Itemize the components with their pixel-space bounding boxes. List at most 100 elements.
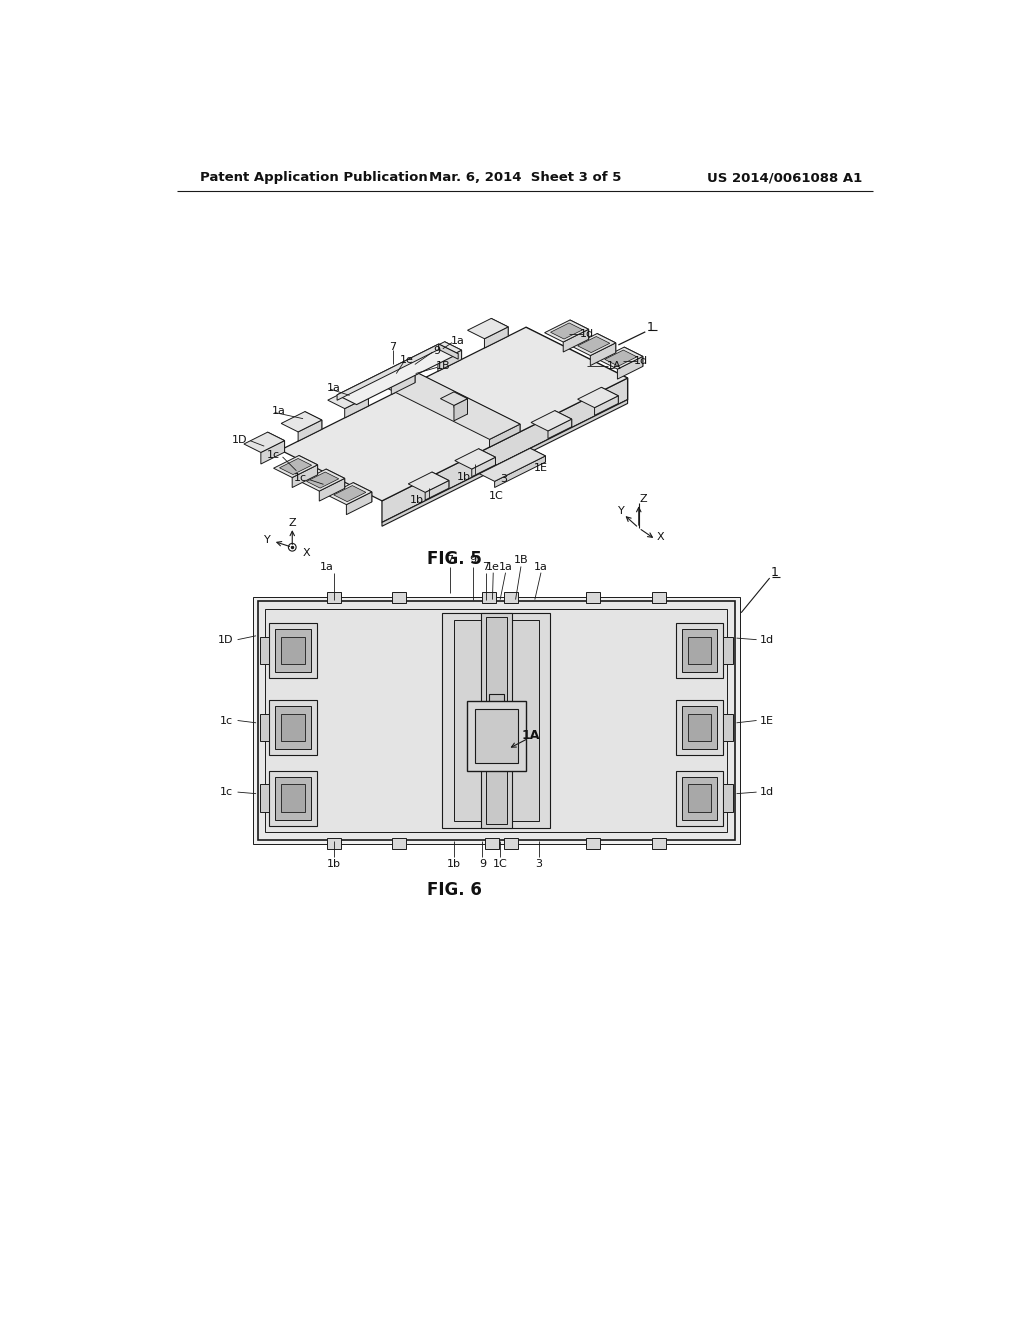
- Polygon shape: [438, 350, 462, 371]
- Bar: [481, 612, 512, 829]
- Bar: [269, 700, 316, 755]
- Polygon shape: [454, 392, 468, 414]
- Polygon shape: [409, 473, 449, 492]
- Polygon shape: [495, 455, 546, 487]
- Bar: [282, 784, 304, 812]
- Bar: [724, 784, 733, 812]
- Polygon shape: [489, 424, 520, 447]
- Bar: [282, 636, 304, 664]
- Bar: [454, 620, 539, 821]
- Bar: [260, 714, 269, 742]
- Text: 1D: 1D: [231, 436, 247, 445]
- Text: 1d: 1d: [760, 635, 774, 644]
- Text: Z: Z: [289, 517, 296, 528]
- Polygon shape: [432, 473, 449, 488]
- Bar: [676, 700, 724, 755]
- Bar: [392, 591, 407, 603]
- Text: 1b: 1b: [446, 859, 461, 870]
- Text: 7: 7: [389, 342, 396, 352]
- Polygon shape: [479, 449, 546, 482]
- Text: X: X: [302, 548, 310, 558]
- Text: 1: 1: [771, 566, 779, 579]
- Polygon shape: [337, 345, 438, 400]
- Bar: [282, 714, 304, 742]
- Text: 9: 9: [433, 346, 440, 355]
- Text: Mar. 6, 2014  Sheet 3 of 5: Mar. 6, 2014 Sheet 3 of 5: [429, 172, 621, 185]
- Text: 1a: 1a: [271, 407, 286, 416]
- Text: 1E: 1E: [760, 715, 774, 726]
- Text: 1a: 1a: [319, 561, 334, 572]
- Bar: [475, 709, 518, 763]
- Bar: [676, 771, 724, 826]
- Bar: [475, 713, 518, 729]
- Bar: [442, 612, 550, 829]
- Polygon shape: [398, 366, 415, 383]
- Bar: [253, 597, 739, 845]
- Bar: [269, 771, 316, 826]
- Text: 1c: 1c: [220, 715, 233, 726]
- Bar: [327, 591, 341, 603]
- Polygon shape: [625, 347, 643, 367]
- Text: Patent Application Publication: Patent Application Publication: [200, 172, 428, 185]
- Polygon shape: [454, 399, 468, 421]
- Text: 1A: 1A: [522, 730, 540, 742]
- Text: 1e: 1e: [400, 355, 414, 366]
- Polygon shape: [444, 342, 462, 359]
- Polygon shape: [597, 334, 615, 352]
- Bar: [275, 706, 310, 748]
- Bar: [275, 776, 310, 820]
- Polygon shape: [346, 492, 372, 515]
- Text: 1D: 1D: [217, 635, 233, 644]
- Polygon shape: [391, 374, 415, 395]
- Bar: [682, 628, 717, 672]
- Polygon shape: [305, 412, 322, 429]
- Text: 1E: 1E: [534, 463, 548, 473]
- Bar: [688, 784, 711, 812]
- Polygon shape: [267, 432, 285, 453]
- Text: 1e: 1e: [486, 561, 500, 572]
- Polygon shape: [438, 345, 458, 359]
- Bar: [688, 714, 711, 742]
- Polygon shape: [292, 465, 317, 487]
- Polygon shape: [530, 449, 546, 462]
- Text: 1A: 1A: [607, 362, 622, 371]
- Bar: [504, 838, 518, 849]
- Bar: [275, 628, 310, 672]
- Polygon shape: [382, 400, 628, 527]
- Text: 1a: 1a: [535, 561, 548, 572]
- Polygon shape: [299, 455, 317, 475]
- Polygon shape: [326, 469, 345, 488]
- Bar: [392, 838, 407, 849]
- Text: 1d: 1d: [580, 329, 594, 339]
- Bar: [488, 693, 504, 747]
- Bar: [265, 609, 727, 832]
- Text: 1B: 1B: [514, 556, 528, 565]
- Bar: [467, 701, 525, 771]
- Bar: [260, 784, 269, 812]
- Polygon shape: [548, 418, 571, 438]
- Bar: [682, 706, 717, 748]
- Bar: [587, 838, 600, 849]
- Polygon shape: [555, 411, 571, 426]
- Text: 1: 1: [647, 321, 654, 334]
- Polygon shape: [472, 457, 496, 477]
- Polygon shape: [617, 356, 643, 379]
- Polygon shape: [298, 420, 322, 441]
- Polygon shape: [328, 483, 372, 504]
- Bar: [682, 776, 717, 820]
- Polygon shape: [425, 480, 449, 500]
- Bar: [485, 616, 507, 825]
- Text: FIG. 6: FIG. 6: [427, 880, 481, 899]
- Polygon shape: [351, 388, 369, 407]
- Text: 1c: 1c: [294, 473, 306, 483]
- Polygon shape: [261, 441, 285, 465]
- Polygon shape: [301, 469, 345, 491]
- Text: 1c: 1c: [266, 450, 280, 461]
- Polygon shape: [306, 473, 339, 488]
- Polygon shape: [440, 392, 468, 405]
- Polygon shape: [468, 318, 508, 339]
- Polygon shape: [545, 319, 589, 342]
- Polygon shape: [280, 458, 311, 475]
- Bar: [260, 636, 269, 664]
- Polygon shape: [590, 343, 615, 366]
